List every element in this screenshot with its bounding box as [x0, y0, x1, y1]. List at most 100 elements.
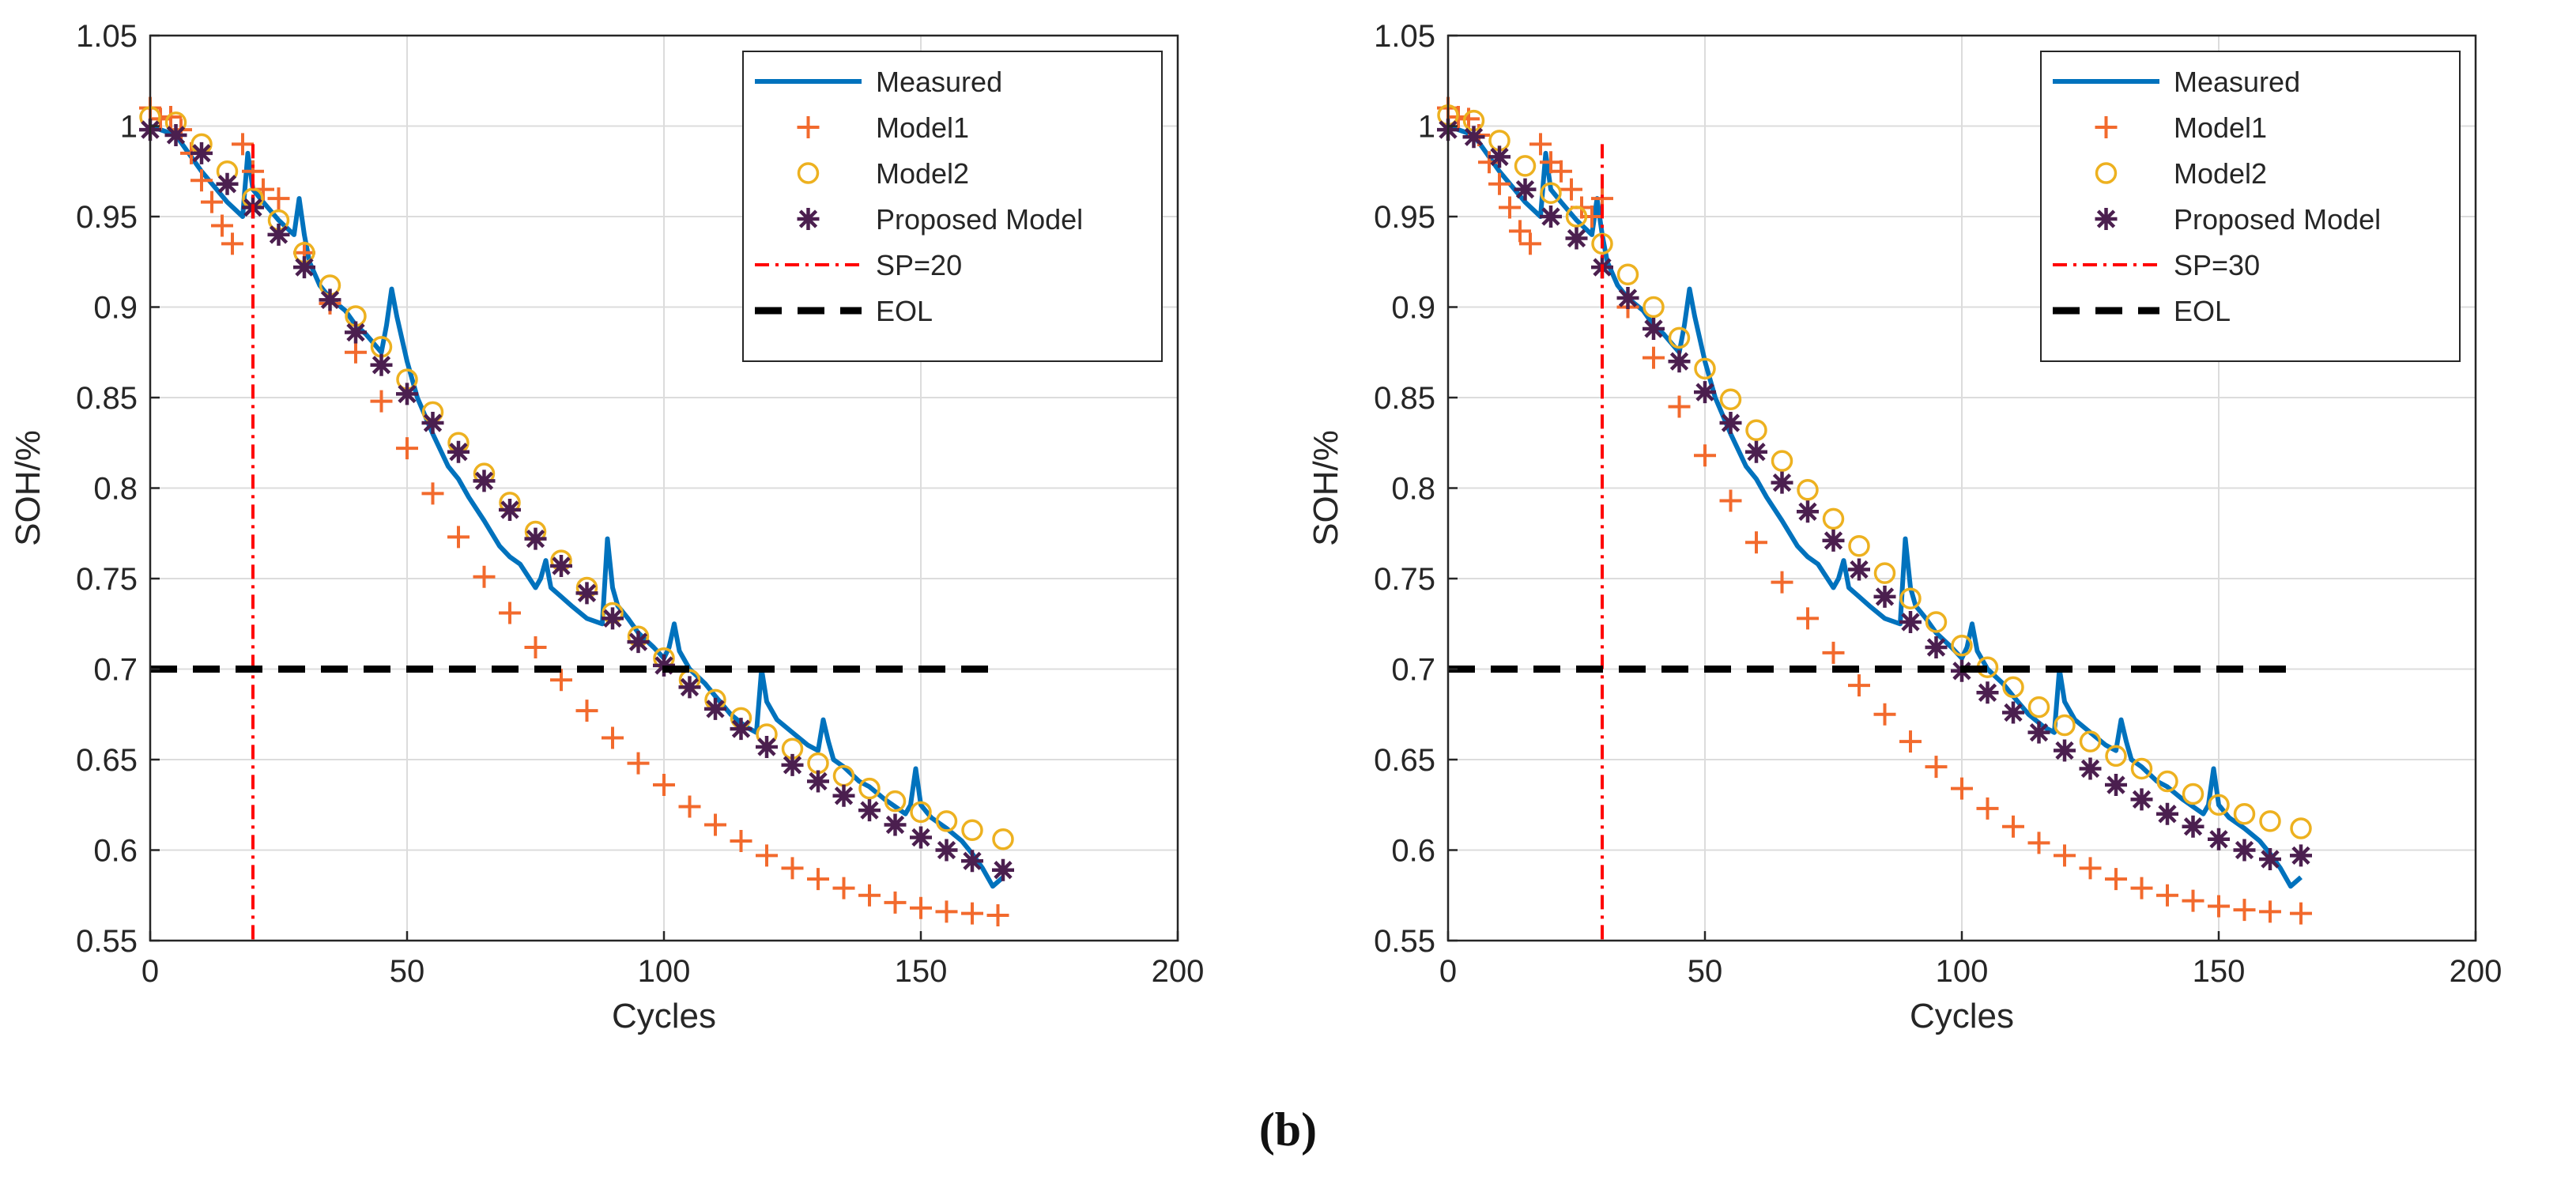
proposed-model-marker — [1925, 636, 1948, 659]
model1-marker — [678, 795, 701, 818]
proposed-model-marker — [1565, 227, 1588, 250]
proposed-model-marker — [550, 554, 572, 577]
y-tick-label: 0.85 — [76, 381, 138, 416]
proposed-model-marker — [1822, 529, 1845, 552]
proposed-model-marker — [2027, 721, 2050, 744]
model1-marker — [267, 187, 290, 210]
y-tick-label: 0.55 — [1374, 924, 1435, 959]
proposed-model-marker — [2002, 701, 2024, 724]
y-tick-label: 1 — [120, 110, 138, 145]
model2-marker — [1514, 155, 1537, 177]
model1-marker — [935, 900, 958, 923]
model2-marker — [992, 828, 1014, 850]
model1-marker — [524, 636, 547, 659]
proposed-model-marker — [627, 631, 650, 654]
proposed-model-marker — [2156, 802, 2178, 825]
proposed-model-marker — [370, 353, 393, 376]
model1-marker — [704, 813, 726, 836]
legend-label: Proposed Model — [876, 203, 1083, 236]
proposed-model-marker — [524, 527, 547, 550]
model2-marker — [2105, 745, 2127, 767]
proposed-model-marker — [1745, 440, 1767, 463]
proposed-model-marker — [499, 498, 521, 521]
model2-marker — [2233, 802, 2256, 825]
proposed-model-marker — [216, 172, 239, 195]
model1-marker — [1499, 196, 1521, 219]
legend-label: Model2 — [876, 157, 969, 190]
model2-marker — [1668, 326, 1691, 349]
legend-label: Model1 — [876, 111, 969, 144]
proposed-model-marker — [884, 813, 907, 836]
proposed-model-marker — [396, 383, 418, 405]
model1-marker — [473, 565, 496, 588]
measured-line — [149, 123, 1005, 889]
proposed-model-marker — [1514, 178, 1537, 201]
y-tick-label: 0.6 — [93, 834, 138, 869]
model1-marker — [1581, 206, 1603, 228]
x-tick-label: 50 — [1688, 954, 1723, 989]
proposed-model-marker — [2105, 774, 2127, 797]
model1-marker — [884, 891, 907, 914]
model1-marker — [832, 877, 855, 899]
model2-marker — [961, 819, 983, 842]
legend-swatch-model1 — [2095, 116, 2118, 138]
model1-marker — [602, 726, 624, 749]
proposed-model-marker — [961, 850, 983, 873]
model1-marker — [447, 526, 470, 549]
proposed-model-marker — [267, 223, 290, 246]
proposed-model-marker — [653, 654, 675, 677]
proposed-model-marker — [1771, 471, 1793, 494]
proposed-model-marker — [575, 582, 598, 605]
proposed-model-marker — [2079, 757, 2102, 780]
y-tick-label: 0.9 — [1391, 291, 1435, 326]
model2-marker — [1873, 562, 1896, 584]
model1-marker — [1848, 674, 1870, 697]
model2-marker — [1643, 296, 1665, 319]
model1-marker — [421, 482, 444, 505]
proposed-model-marker — [858, 799, 881, 822]
y-axis-title: SOH/% — [9, 430, 47, 546]
legend-swatch-model2 — [2095, 162, 2118, 184]
model1-marker — [730, 830, 752, 853]
model1-marker — [961, 902, 983, 925]
model1-marker — [190, 169, 213, 192]
y-tick-label: 0.8 — [1391, 472, 1435, 507]
model1-marker — [910, 896, 932, 919]
model1-marker — [1529, 133, 1552, 156]
model2-marker — [2002, 676, 2024, 699]
proposed-model-marker — [910, 826, 932, 849]
proposed-model-marker — [1873, 585, 1896, 608]
model2-marker — [1771, 450, 1793, 472]
y-tick-label: 0.7 — [93, 653, 138, 688]
proposed-model-marker — [2259, 847, 2281, 870]
legend-label: Model2 — [2174, 157, 2267, 190]
model2-marker — [2290, 817, 2312, 839]
x-tick-label: 200 — [1152, 954, 1205, 989]
model2-marker — [1822, 507, 1845, 530]
y-tick-label: 0.6 — [1391, 834, 1435, 869]
y-tick-label: 1 — [1418, 110, 1435, 145]
chart-panel-right: 0 50 100 150 200 0.55 0.6 0.65 0.7 0.75 0.8 0.85 0.9… — [1307, 19, 2502, 1035]
model2-marker — [2079, 730, 2102, 752]
x-tick-label: 150 — [895, 954, 948, 989]
proposed-model-marker — [421, 412, 444, 435]
x-tick-label: 0 — [1439, 954, 1457, 989]
proposed-model-marker — [1643, 317, 1665, 340]
x-tick-label: 200 — [2450, 954, 2502, 989]
model1-marker — [1550, 160, 1572, 183]
model1-marker — [2054, 844, 2076, 867]
y-tick-label: 0.65 — [1374, 743, 1435, 778]
model2-marker — [1925, 611, 1948, 633]
proposed-model-marker — [1462, 126, 1485, 149]
y-tick-label: 0.7 — [1391, 653, 1435, 688]
ticks: 0 50 100 150 200 0.55 0.6 0.65 0.7 0.75 0.8 0.85 0.9… — [1374, 19, 2502, 989]
y-tick-label: 0.55 — [76, 924, 138, 959]
chart-panel-left: 0 50 100 150 200 0.55 0.6 0.65 0.7 0.75 0.8 0.85 0.9… — [9, 19, 1204, 1035]
ticks: 0 50 100 150 200 0.55 0.6 0.65 0.7 0.75 0.8 0.85 0.9… — [76, 19, 1204, 989]
y-tick-label: 0.9 — [93, 291, 138, 326]
proposed-model-marker — [2233, 839, 2256, 862]
model2-marker — [2130, 757, 2153, 780]
series-measured — [149, 123, 1005, 889]
proposed-model-marker — [992, 858, 1014, 881]
